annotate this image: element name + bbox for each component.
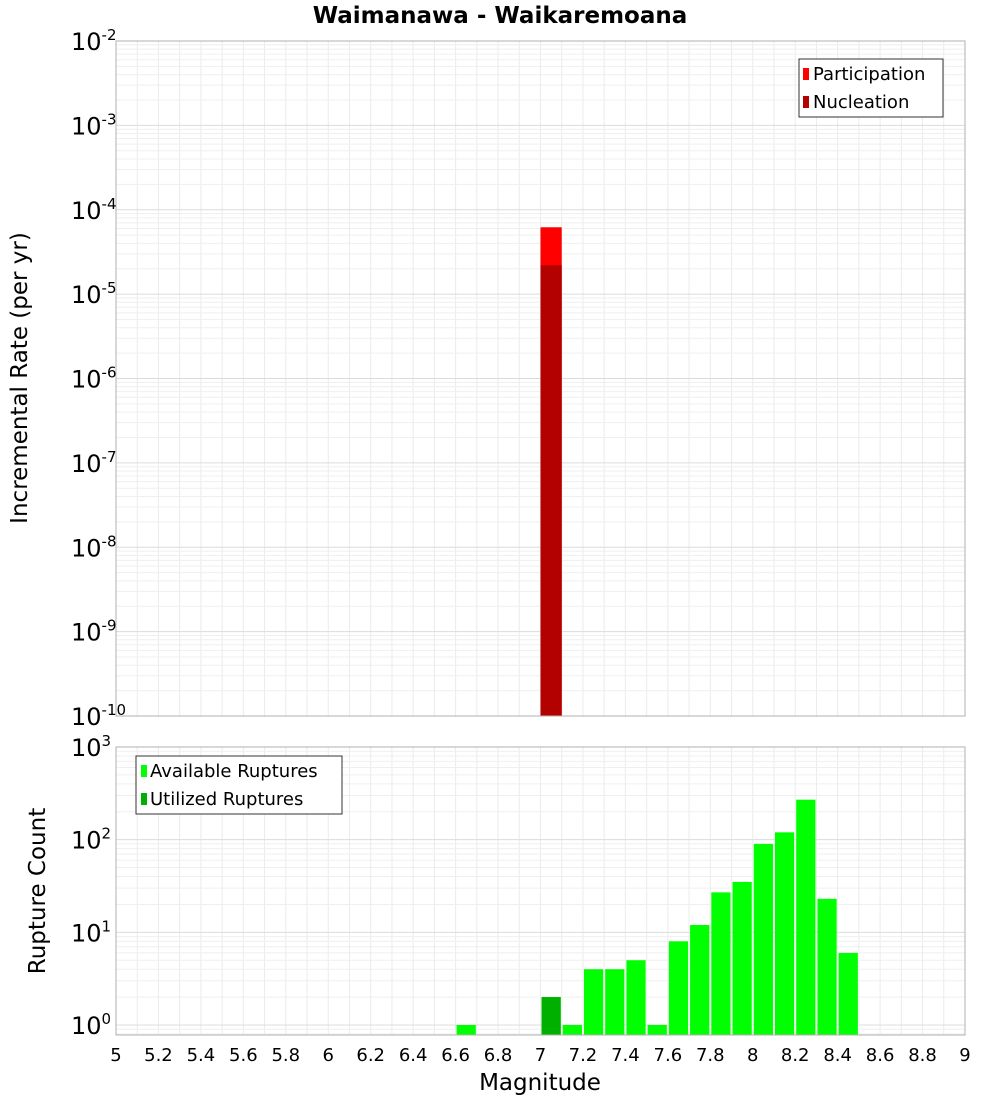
bottom-legend-box: [135, 755, 343, 815]
y-tick-label: 10-10: [71, 701, 126, 731]
y-tick-label: 10-7: [71, 448, 117, 478]
legend-swatch-participation: [803, 68, 809, 80]
y-tick-label: 10-9: [71, 617, 117, 647]
legend-label-participation: Participation: [813, 64, 925, 85]
y-tick-label: 10-6: [71, 364, 117, 394]
x-tick-label: 6.6: [441, 1045, 470, 1066]
bottom-y-axis-label: Rupture Count: [25, 808, 51, 974]
y-tick-label: 100: [71, 1010, 111, 1040]
x-tick-label: 7.4: [611, 1045, 640, 1066]
x-axis-label: Magnitude: [479, 1070, 601, 1096]
bar-available-ruptures: [562, 1025, 582, 1035]
bar-available-ruptures: [774, 832, 795, 1035]
x-tick-label: 8.2: [781, 1045, 810, 1066]
y-tick-label: 10-2: [71, 26, 117, 56]
y-tick-label: 103: [71, 732, 111, 762]
x-tick-label: 5.2: [144, 1045, 173, 1066]
bottom-bars: [456, 799, 858, 1035]
y-tick-label: 101: [71, 917, 111, 947]
y-tick-label: 10-8: [71, 532, 117, 562]
top-legend: Participation Nucleation: [798, 58, 944, 118]
y-tick-label: 10-4: [71, 195, 117, 225]
x-tick-label: 7.8: [696, 1045, 725, 1066]
legend-swatch-utilized: [141, 793, 147, 805]
bottom-plot-border: [115, 746, 966, 1036]
legend-label-utilized: Utilized Ruptures: [150, 789, 303, 810]
x-tick-label: 8.4: [823, 1045, 852, 1066]
x-tick-label: 7.2: [569, 1045, 598, 1066]
x-tick-label: 7: [535, 1045, 546, 1066]
x-tick-label: 8.8: [908, 1045, 937, 1066]
bar-available-ruptures: [626, 960, 646, 1035]
legend-swatch-nucleation: [803, 96, 809, 108]
bar-available-ruptures: [796, 799, 816, 1035]
top-plot-border: [115, 40, 966, 717]
top-bars: [540, 227, 562, 716]
bar-available-ruptures: [668, 941, 689, 1035]
top-y-axis-label: Incremental Rate (per yr): [7, 232, 33, 524]
bar-available-ruptures: [753, 843, 773, 1035]
bar-nucleation: [540, 265, 562, 716]
bottom-panel: 103 102 101 100 Rupture Count Available Rup…: [25, 732, 971, 1096]
bottom-legend: Available Ruptures Utilized Ruptures: [135, 755, 343, 815]
x-tick-label: 5.6: [229, 1045, 258, 1066]
y-tick-label: 102: [71, 825, 111, 855]
legend-swatch-available: [141, 765, 147, 777]
y-tick-label: 10-5: [71, 279, 117, 309]
bar-available-ruptures: [647, 1025, 667, 1035]
bottom-y-tick-labels: 103 102 101 100: [71, 732, 111, 1040]
bar-available-ruptures: [732, 881, 752, 1035]
legend-label-available: Available Ruptures: [150, 761, 318, 782]
legend-label-nucleation: Nucleation: [813, 92, 909, 113]
top-panel: 10-2 10-3 10-4 10-5 10-6 10-7 10-8 10-9 10-10 In…: [7, 26, 966, 731]
x-tick-label: 5: [110, 1045, 121, 1066]
x-tick-label: 8: [747, 1045, 758, 1066]
x-tick-label: 6.4: [399, 1045, 428, 1066]
bar-available-ruptures: [711, 892, 731, 1035]
x-tick-label: 5.4: [187, 1045, 216, 1066]
x-tick-labels: 5 5.2 5.4 5.6 5.8 6 6.2 6.4 6.6 6.8 7 7.2 7.4 7.6 7.8 8…: [110, 1045, 970, 1066]
bar-utilized-ruptures: [541, 997, 561, 1035]
x-tick-label: 8.6: [866, 1045, 895, 1066]
bar-available-ruptures: [838, 952, 858, 1035]
bar-available-ruptures: [456, 1025, 476, 1035]
x-tick-label: 6.8: [484, 1045, 513, 1066]
top-legend-box: [798, 58, 944, 118]
x-tick-label: 6.2: [356, 1045, 385, 1066]
x-tick-label: 9: [959, 1045, 970, 1066]
x-tick-label: 5.8: [271, 1045, 300, 1066]
x-tick-label: 7.6: [654, 1045, 683, 1066]
bar-available-ruptures: [690, 924, 710, 1035]
bar-available-ruptures: [817, 898, 837, 1035]
top-y-tick-labels: 10-2 10-3 10-4 10-5 10-6 10-7 10-8 10-9 10-10: [71, 26, 126, 731]
x-tick-label: 6: [323, 1045, 334, 1066]
bar-available-ruptures: [583, 969, 604, 1035]
bar-available-ruptures: [605, 969, 625, 1035]
chart-title: Waimanawa - Waikaremoana: [313, 3, 688, 29]
y-tick-label: 10-3: [71, 110, 117, 140]
